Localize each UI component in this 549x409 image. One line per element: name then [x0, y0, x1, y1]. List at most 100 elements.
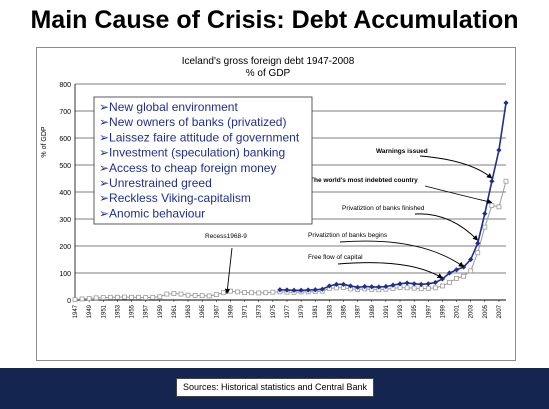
annotation-label: Privatiztion of banks begins — [308, 232, 388, 239]
gray-series-point — [432, 285, 438, 291]
x-tick-label: 1955 — [130, 304, 136, 318]
blue-series-point — [446, 270, 453, 276]
blue-series-point — [397, 281, 403, 287]
x-tick-label: 1975 — [271, 304, 277, 318]
y-tick-label: 200 — [59, 244, 71, 251]
gray-series-point — [171, 291, 177, 296]
gray-series-point — [178, 291, 184, 297]
gray-series-point — [107, 294, 113, 300]
blue-series-point — [489, 178, 495, 184]
gray-series-point — [185, 292, 191, 298]
gray-series-point — [496, 204, 502, 210]
x-tick-label: 1995 — [412, 304, 418, 318]
gray-series-point — [206, 293, 212, 299]
gray-series-point — [164, 291, 170, 297]
x-tick-label: 1969 — [228, 304, 234, 318]
annotation-label: The world's most indebted country — [310, 177, 418, 184]
gray-series-point — [199, 293, 205, 299]
gray-series-point — [256, 290, 262, 296]
chart-title: Iceland's gross foreign debt 1947-2008 — [182, 56, 355, 67]
blue-series-point — [362, 283, 368, 290]
x-tick-label: 1997 — [426, 304, 432, 318]
x-tick-label: 1991 — [384, 304, 390, 318]
y-axis-label: % of GDP — [41, 126, 48, 157]
blue-series-point — [425, 281, 431, 287]
blue-series-point — [404, 280, 410, 286]
annotation-label: Privatiztion of banks finished — [342, 205, 425, 212]
blue-series-point — [376, 284, 382, 290]
gray-series-point — [143, 295, 149, 300]
bullet-item: ➢Investment (speculation) banking — [99, 146, 285, 160]
x-tick-label: 1999 — [440, 304, 446, 318]
x-tick-label: 1977 — [285, 304, 291, 318]
annotation-arrow — [224, 247, 233, 295]
series-lines — [72, 100, 509, 303]
footer-source: Sources: Historical statistics and Centr… — [176, 378, 374, 397]
blue-series-point — [333, 281, 340, 287]
gray-series-point — [440, 283, 445, 289]
x-tick-label: 1985 — [341, 304, 347, 318]
annotation-arrow — [339, 240, 465, 268]
gray-series-point — [475, 250, 481, 256]
gray-series-point — [461, 273, 467, 279]
x-tick-label: 2005 — [483, 304, 489, 318]
annotation-arrow — [337, 262, 443, 279]
y-tick-label: 400 — [59, 190, 71, 197]
gray-series-point — [93, 295, 99, 301]
gray-series-point — [213, 292, 219, 298]
gray-series-point — [503, 178, 509, 184]
annotation-label: Free flow of capital — [308, 254, 363, 261]
x-tick-label: 1947 — [73, 304, 79, 318]
gray-series-point — [129, 294, 134, 300]
gray-series-point — [489, 203, 495, 208]
blue-series-point — [277, 287, 283, 293]
gray-series-point — [157, 294, 163, 300]
blue-series-point — [298, 287, 304, 293]
x-tick-label: 1957 — [144, 304, 150, 318]
bullet-box: ➢New global environment➢New owners of ba… — [93, 96, 313, 225]
gray-series-point — [228, 288, 233, 294]
chart-subtitle: % of GDP — [246, 68, 291, 79]
x-tick-label: 2003 — [469, 304, 475, 318]
blue-series-point — [369, 284, 375, 290]
gray-series-point — [192, 293, 198, 298]
bullet-box-border — [93, 96, 313, 225]
annotation-arrow — [424, 185, 493, 205]
blue-series-point — [503, 100, 509, 106]
gray-series-point — [425, 285, 431, 291]
y-tick-label: 300 — [59, 217, 71, 224]
blue-series-point — [319, 286, 325, 292]
blue-series-point — [390, 282, 396, 288]
gray-series-point — [79, 296, 85, 302]
blue-series-point — [432, 279, 438, 286]
gray-series-point — [114, 294, 120, 300]
blue-series-point — [305, 287, 311, 293]
x-tick-label: 1965 — [200, 304, 206, 318]
x-tick-label: 1989 — [370, 304, 376, 318]
x-tick-label: 1973 — [257, 304, 263, 318]
x-tick-label: 1987 — [356, 304, 362, 318]
x-tick-label: 1963 — [186, 304, 192, 318]
blue-series-point — [347, 283, 354, 289]
blue-series-point — [355, 284, 361, 290]
bullet-item: ➢New global environment — [99, 100, 238, 114]
bullet-item: ➢Anomic behaviour — [99, 206, 205, 220]
y-tick-label: 800 — [59, 82, 71, 89]
gray-series-point — [100, 295, 106, 300]
blue-series-point — [482, 211, 488, 217]
x-tick-label: 1983 — [327, 304, 333, 318]
x-tick-label: 1967 — [214, 304, 220, 318]
bullet-item: ➢Unrestrained greed — [99, 176, 212, 190]
annotation-label: Warnings issued — [376, 148, 428, 155]
x-tick-label: 1951 — [101, 304, 107, 318]
x-tick-label: 1949 — [87, 304, 93, 318]
y-tick-label: 700 — [59, 109, 71, 116]
x-tick-label: 2007 — [497, 304, 503, 318]
blue-series-point — [326, 283, 332, 289]
x-tick-label: 1953 — [115, 304, 121, 318]
x-tick-label: 1979 — [299, 304, 305, 318]
x-tick-label: 2001 — [455, 304, 461, 318]
gray-series-point — [242, 290, 247, 295]
blue-series-point — [383, 283, 389, 290]
